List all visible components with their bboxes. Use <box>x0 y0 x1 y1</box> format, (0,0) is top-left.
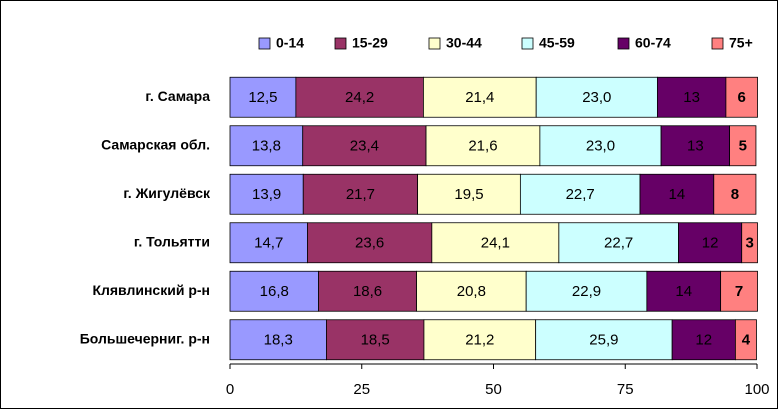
data-label: 18,6 <box>353 283 382 300</box>
bar-segment <box>229 270 319 312</box>
data-label: 20,8 <box>457 283 486 300</box>
bar-segment <box>416 270 527 312</box>
bar-segment <box>725 76 758 118</box>
data-label: 12 <box>702 235 719 252</box>
bar-segment <box>229 319 327 361</box>
data-label: 8 <box>731 186 739 203</box>
data-label: 23,0 <box>582 89 611 106</box>
data-label: 23,0 <box>586 138 615 155</box>
data-label: 22,9 <box>572 283 601 300</box>
x-tick-label: 25 <box>353 381 370 398</box>
data-label: 14 <box>669 186 686 203</box>
data-label: 18,3 <box>264 332 293 349</box>
bar-segment <box>425 125 541 167</box>
legend-swatch <box>711 37 724 50</box>
data-label: 22,7 <box>604 235 633 252</box>
x-tick-label: 100 <box>744 381 769 398</box>
data-label: 16,8 <box>260 283 289 300</box>
data-label: 24,2 <box>345 89 374 106</box>
x-tick-label: 50 <box>485 381 502 398</box>
bar-segment <box>734 319 757 361</box>
data-label: 13 <box>687 138 704 155</box>
data-label: 13,8 <box>252 138 281 155</box>
bar-segment <box>326 319 425 361</box>
data-label: 12,5 <box>248 89 277 106</box>
data-label: 25,9 <box>589 332 618 349</box>
bar-segment <box>720 270 758 312</box>
data-label: 13,9 <box>252 186 281 203</box>
y-tick-label: Самарская обл. <box>101 136 210 152</box>
bar-segment <box>423 319 537 361</box>
legend-swatch <box>258 37 271 50</box>
legend-swatch <box>334 37 347 50</box>
x-tick-label: 0 <box>226 381 234 398</box>
bar-segment <box>678 222 743 264</box>
bar-segment <box>535 76 658 118</box>
data-label: 3 <box>745 235 753 252</box>
bar-segment <box>660 125 730 167</box>
bar-segment <box>558 222 679 264</box>
data-label: 14,7 <box>254 235 283 252</box>
data-label: 5 <box>739 138 747 155</box>
bar-segment <box>639 173 715 215</box>
data-label: 23,4 <box>350 138 379 155</box>
bar-segment <box>229 173 304 215</box>
data-label: 21,4 <box>465 89 494 106</box>
data-label: 21,6 <box>468 138 497 155</box>
data-label: 21,7 <box>346 186 375 203</box>
legend-swatch <box>617 37 630 50</box>
bar-segment <box>423 76 537 118</box>
bar-segment <box>729 125 757 167</box>
bar-segment <box>656 76 727 118</box>
legend-label: 45-59 <box>539 35 575 51</box>
y-tick-label: Клявлинский р-н <box>92 282 210 298</box>
data-label: 23,6 <box>355 235 384 252</box>
bar-segment <box>519 173 641 215</box>
data-label: 4 <box>742 332 751 349</box>
data-label: 12 <box>695 332 712 349</box>
bar-segment <box>302 125 427 167</box>
legend-label: 75+ <box>729 35 753 51</box>
bar-segment <box>741 222 758 264</box>
y-tick-label: Большечерниг. р-н <box>80 330 210 346</box>
bar-segment <box>318 270 417 312</box>
legend-swatch <box>521 37 534 50</box>
bar-segment <box>713 173 757 215</box>
legend-label: 30-44 <box>446 35 482 51</box>
data-label: 7 <box>735 283 743 300</box>
data-label: 14 <box>675 283 692 300</box>
legend-label: 0-14 <box>276 35 304 51</box>
x-tick-label: 75 <box>617 381 634 398</box>
data-label: 19,5 <box>454 186 483 203</box>
bar-segment <box>535 319 673 361</box>
data-label: 13 <box>683 89 700 106</box>
data-label: 24,1 <box>481 235 510 252</box>
legend-label: 15-29 <box>352 35 388 51</box>
bar-segment <box>307 222 433 264</box>
data-label: 18,5 <box>361 332 390 349</box>
data-label: 6 <box>738 89 746 106</box>
legend-label: 60-74 <box>635 35 671 51</box>
bar-segment <box>525 270 648 312</box>
data-label: 22,7 <box>566 186 595 203</box>
y-tick-label: г. Самара <box>145 88 210 104</box>
y-tick-label: г. Жигулёвск <box>123 185 211 201</box>
bar-segment <box>229 125 304 167</box>
bar-segment <box>539 125 662 167</box>
y-tick-label: г. Тольятти <box>134 233 210 249</box>
data-label: 21,2 <box>465 332 494 349</box>
legend-swatch <box>428 37 441 50</box>
